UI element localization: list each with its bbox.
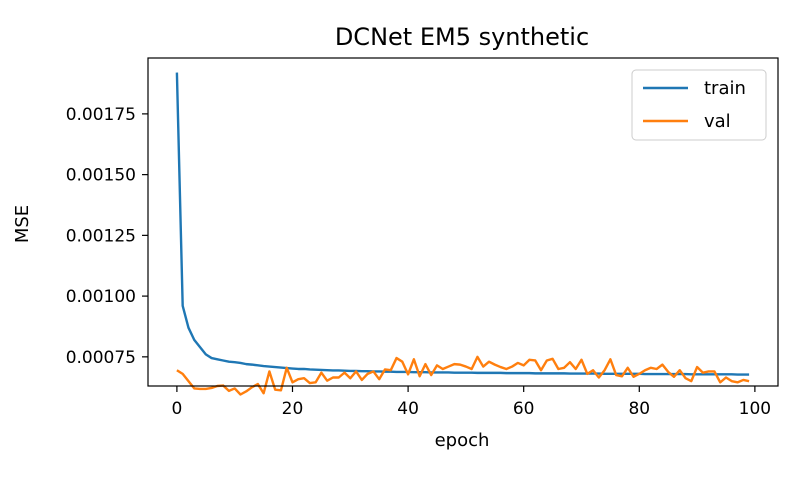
x-tick-label: 0: [171, 399, 182, 419]
y-tick-label: 0.00100: [66, 287, 136, 307]
plot-frame: [147, 57, 779, 387]
x-tick-label: 20: [282, 399, 304, 419]
legend-val-label: val: [704, 111, 731, 132]
y-tick-label: 0.00150: [66, 166, 136, 186]
y-tick-label: 0.00125: [66, 226, 136, 246]
plot-lines: [175, 72, 750, 396]
series-line-val: [176, 355, 750, 396]
y-axis: 0.00075 0.00100 0.00125 0.00150 0.00175: [66, 105, 148, 368]
series-line-train: [175, 72, 750, 376]
y-tick-label: 0.00175: [66, 105, 136, 125]
x-tick-label: 40: [397, 399, 419, 419]
x-axis: 0 20 40 60 80 100: [171, 386, 771, 419]
chart-title: DCNet EM5 synthetic: [335, 23, 589, 51]
x-axis-label: epoch: [435, 430, 490, 451]
x-tick-label: 80: [628, 399, 650, 419]
x-tick-label: 60: [513, 399, 535, 419]
y-axis-label: MSE: [12, 205, 33, 243]
x-tick-label: 100: [739, 399, 771, 419]
legend: train val: [631, 69, 767, 141]
legend-train-label: train: [704, 78, 746, 99]
y-tick-label: 0.00075: [66, 348, 136, 368]
